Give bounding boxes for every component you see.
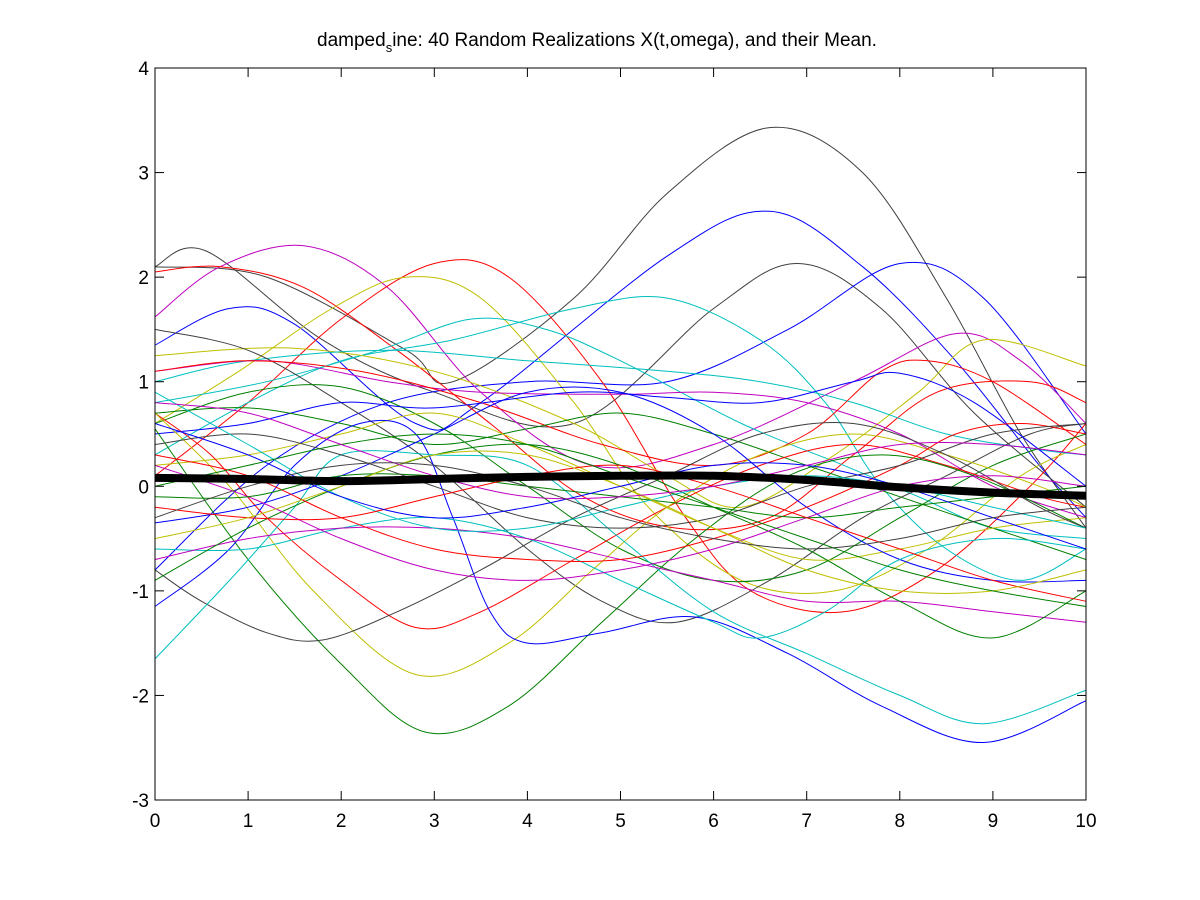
x-tick-label: 10	[1075, 811, 1096, 832]
chart-title-rest: ine: 40 Random Realizations X(t,omega), …	[392, 30, 877, 51]
mean-line	[155, 471, 1086, 500]
realization-line-40	[155, 462, 1086, 550]
chart-title-subscript: s	[386, 40, 393, 55]
x-tick-label: 6	[708, 811, 719, 832]
realization-line-3	[155, 247, 1086, 508]
realization-line-13	[155, 328, 1086, 624]
x-tick-label: 7	[801, 811, 812, 832]
mean-layer	[155, 471, 1086, 500]
realization-line-31	[155, 464, 1086, 581]
y-tick-label: -1	[132, 582, 149, 603]
realization-line-1	[155, 126, 1086, 529]
y-tick-label: 4	[138, 59, 149, 80]
series-layer	[155, 126, 1086, 744]
realization-line-10	[155, 295, 1086, 581]
x-tick-label: 4	[522, 811, 533, 832]
realization-line-24	[155, 419, 1086, 744]
y-tick-label: 2	[138, 268, 149, 289]
x-tick-label: 8	[895, 811, 906, 832]
realization-line-20	[155, 412, 1086, 630]
x-tick-label: 3	[429, 811, 440, 832]
y-tick-label: -3	[132, 791, 149, 812]
realization-line-2	[155, 210, 1086, 519]
realization-line-29	[155, 443, 1086, 639]
y-tick-label: 1	[138, 373, 149, 394]
realization-line-33	[155, 423, 1086, 529]
realization-line-9	[155, 317, 1086, 540]
realization-line-4	[155, 261, 1086, 571]
x-tick-label: 5	[615, 811, 626, 832]
realization-line-27	[155, 516, 1086, 639]
realization-line-6	[155, 265, 1086, 531]
y-tick-label: 0	[138, 477, 149, 498]
y-tick-label: 3	[138, 164, 149, 185]
realization-line-18	[155, 407, 1086, 560]
x-tick-label: 9	[988, 811, 999, 832]
realization-line-14	[155, 360, 1086, 519]
x-tick-label: 1	[243, 811, 254, 832]
realization-line-11	[155, 338, 1086, 509]
realization-line-23	[155, 421, 1086, 642]
x-tick-label: 2	[336, 811, 347, 832]
chart-title: dampedsine: 40 Random Realizations X(t,o…	[317, 30, 877, 55]
realization-line-16	[155, 384, 1086, 583]
tick-layer: 0 1 2 3 4 5 6 7 8 9 10 -3 -2 -1 0 1 2 3 4	[132, 59, 1096, 832]
realization-line-7	[155, 259, 1086, 613]
x-tick-label: 0	[150, 811, 161, 832]
realization-line-17	[155, 371, 1086, 487]
y-tick-label: -2	[132, 686, 149, 707]
realization-line-35	[155, 464, 1086, 602]
chart-title-main: damped	[317, 30, 386, 51]
realization-line-39	[155, 402, 1086, 500]
realization-line-30	[155, 422, 1086, 563]
realization-line-12	[155, 349, 1086, 456]
realization-line-22	[155, 428, 1086, 735]
